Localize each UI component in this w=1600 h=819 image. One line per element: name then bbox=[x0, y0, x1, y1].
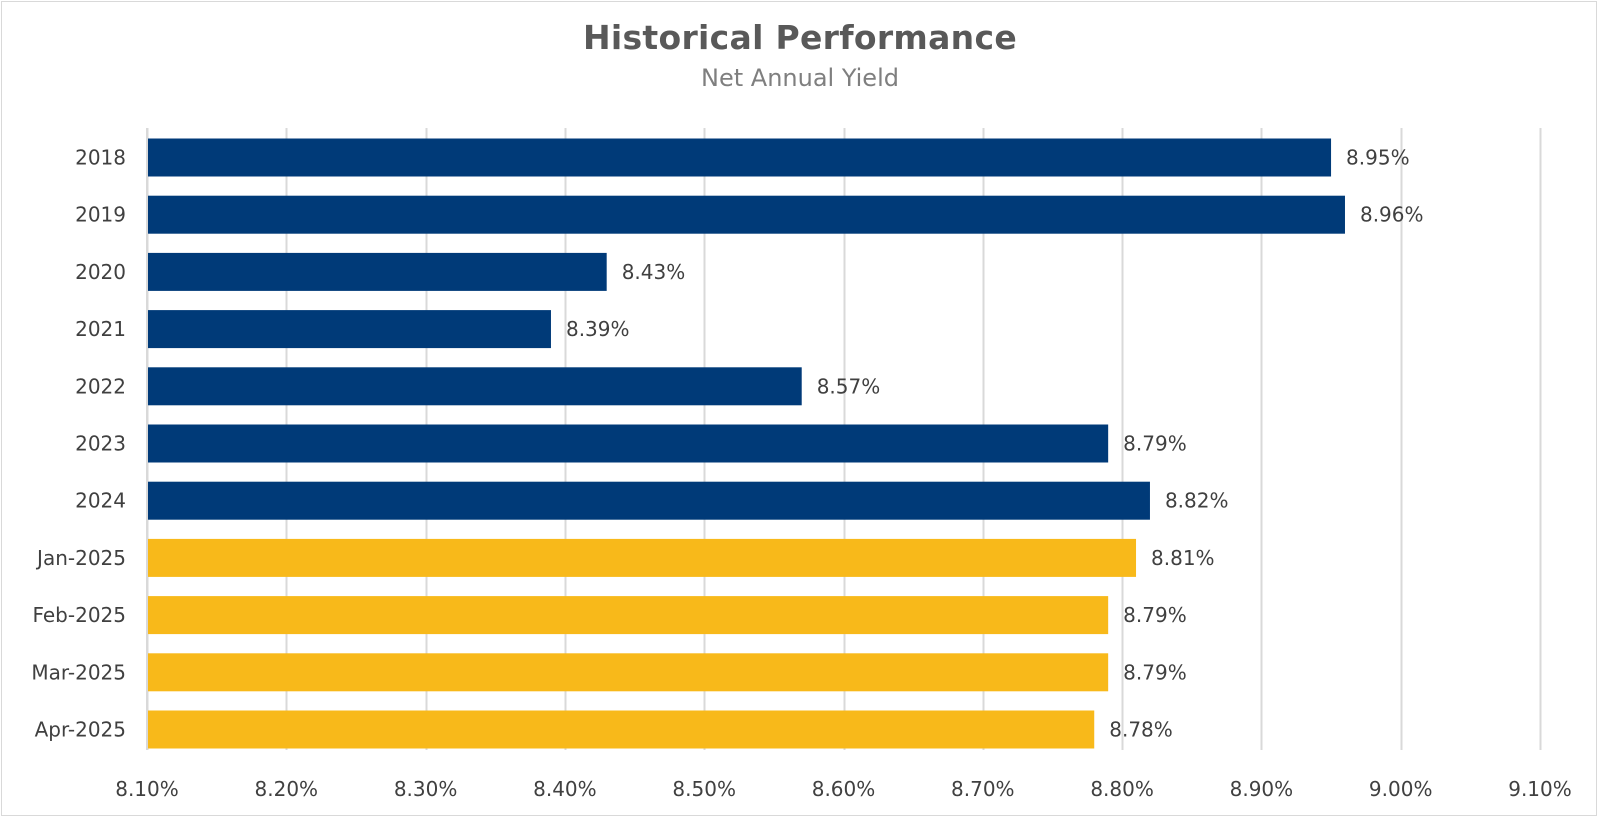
category-label: Mar-2025 bbox=[31, 660, 126, 684]
bar bbox=[147, 596, 1109, 635]
category-label: 2023 bbox=[75, 432, 126, 456]
bar bbox=[147, 195, 1345, 234]
x-tick-label: 8.10% bbox=[115, 777, 179, 801]
bar bbox=[147, 310, 551, 349]
x-tick-label: 8.20% bbox=[255, 777, 319, 801]
category-label: Apr-2025 bbox=[35, 718, 126, 742]
category-label: Feb-2025 bbox=[32, 603, 126, 627]
category-label: Jan-2025 bbox=[35, 546, 126, 570]
category-label: 2020 bbox=[75, 260, 126, 284]
x-tick-label: 8.70% bbox=[951, 777, 1015, 801]
category-label: 2022 bbox=[75, 374, 126, 398]
data-label: 8.96% bbox=[1360, 203, 1424, 227]
category-axis: 2018 2019 2020 2021 2022 2023 2024 Jan-2025 Feb-… bbox=[31, 128, 148, 750]
x-tick-label: 9.00% bbox=[1369, 777, 1433, 801]
category-label: 2024 bbox=[75, 489, 126, 513]
data-label: 8.78% bbox=[1109, 718, 1173, 742]
category-label: 2018 bbox=[75, 146, 126, 170]
x-tick-label: 8.90% bbox=[1230, 777, 1294, 801]
category-label: 2021 bbox=[75, 317, 126, 341]
data-label: 8.39% bbox=[566, 317, 630, 341]
data-label: 8.43% bbox=[622, 260, 686, 284]
chart-subtitle: Net Annual Yield bbox=[701, 64, 899, 92]
data-label: 8.79% bbox=[1123, 660, 1187, 684]
bars bbox=[147, 138, 1345, 749]
chart-title: Historical Performance bbox=[582, 18, 1018, 57]
bar bbox=[147, 481, 1150, 520]
value-axis: 8.10% 8.20% 8.30% 8.40% 8.50% 8.60% 8.70% 8.80%… bbox=[115, 777, 1572, 801]
bar bbox=[147, 367, 802, 406]
data-label: 8.95% bbox=[1346, 146, 1410, 170]
bar bbox=[147, 710, 1095, 749]
data-label: 8.79% bbox=[1123, 603, 1187, 627]
x-tick-label: 8.40% bbox=[533, 777, 597, 801]
bar bbox=[147, 138, 1332, 177]
data-label: 8.82% bbox=[1165, 489, 1229, 513]
data-label: 8.57% bbox=[817, 374, 881, 398]
x-tick-label: 9.10% bbox=[1508, 777, 1572, 801]
data-label: 8.79% bbox=[1123, 432, 1187, 456]
category-label: 2019 bbox=[75, 203, 126, 227]
bar bbox=[147, 538, 1137, 577]
bar bbox=[147, 424, 1109, 463]
data-label: 8.81% bbox=[1151, 546, 1215, 570]
data-labels: 8.95% 8.96% 8.43% 8.39% 8.57% 8.79% 8.82% 8.81%… bbox=[566, 146, 1424, 742]
x-tick-label: 8.80% bbox=[1090, 777, 1154, 801]
x-tick-label: 8.50% bbox=[672, 777, 736, 801]
x-tick-label: 8.60% bbox=[812, 777, 876, 801]
bar bbox=[147, 252, 607, 291]
x-tick-label: 8.30% bbox=[394, 777, 458, 801]
bar bbox=[147, 653, 1109, 692]
